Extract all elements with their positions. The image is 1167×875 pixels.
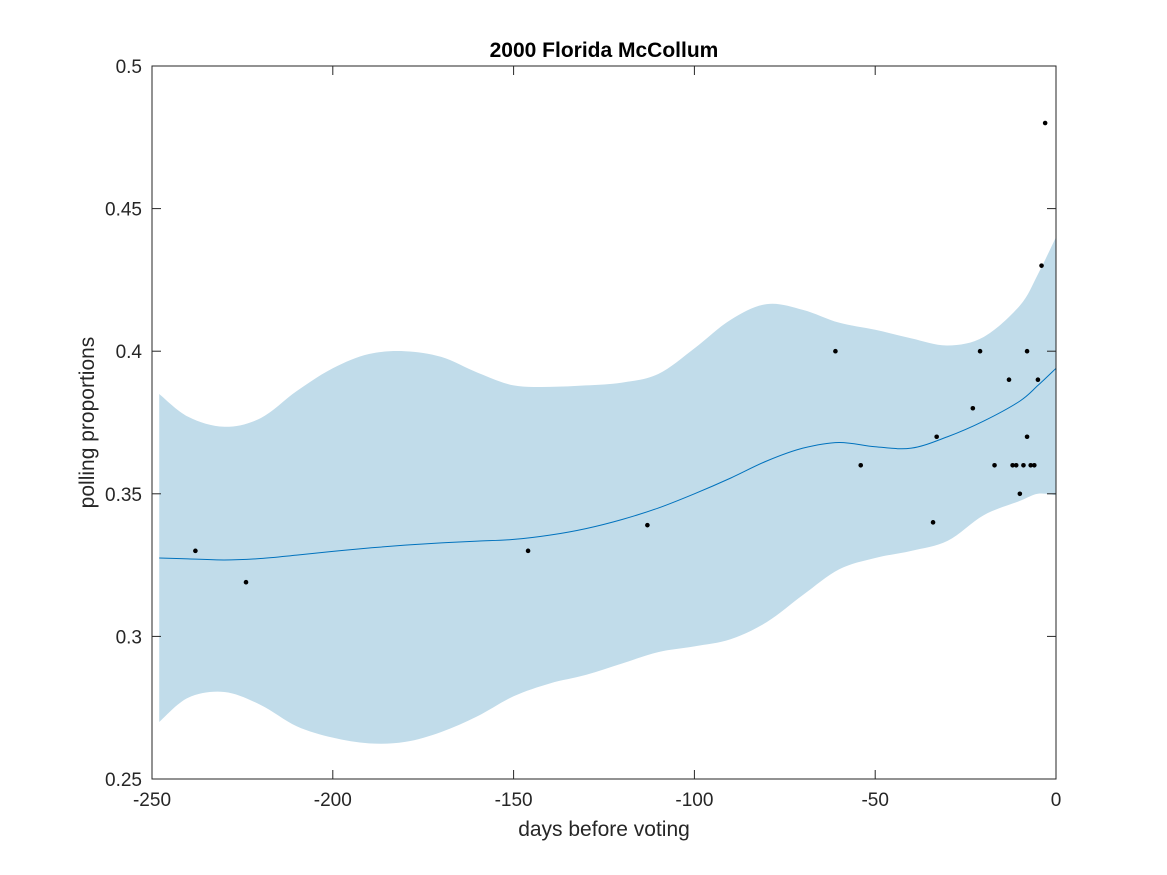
data-point	[1017, 491, 1023, 497]
y-tick-label: 0.35	[105, 485, 142, 506]
x-tick-label: 0	[1051, 790, 1062, 811]
data-points-layer	[193, 120, 1048, 585]
data-point	[1024, 434, 1030, 440]
data-point	[934, 434, 939, 440]
data-point	[1006, 377, 1012, 383]
y-tick-label: 0.25	[105, 770, 142, 791]
data-point	[1010, 462, 1015, 468]
ticks-layer: -250 -200 -150 -100 -50 0 0.25 0.3 0.35 0.4 0.45 0.…	[105, 57, 1061, 811]
confidence-band	[159, 237, 1057, 744]
data-point	[1013, 462, 1019, 468]
data-point	[930, 520, 936, 525]
data-point	[1042, 120, 1048, 126]
x-tick-label: -250	[133, 790, 171, 811]
x-tick-label: -200	[314, 790, 352, 811]
data-point	[970, 405, 976, 411]
data-point	[193, 548, 198, 554]
y-tick-label: 0.3	[116, 627, 142, 648]
y-axis-label: polling proportions	[76, 337, 99, 509]
data-point	[1035, 377, 1041, 383]
data-point	[243, 579, 249, 585]
x-tick-label: -50	[861, 790, 888, 811]
data-point	[645, 522, 650, 528]
x-tick-label: -100	[675, 790, 713, 811]
data-point	[1024, 348, 1030, 354]
axes-box	[151, 65, 1057, 780]
data-point	[858, 462, 864, 468]
data-point	[977, 348, 983, 354]
data-point	[992, 462, 997, 468]
y-tick-label: 0.4	[116, 342, 143, 363]
y-tick-label: 0.45	[105, 200, 142, 221]
x-tick-label: -150	[495, 790, 533, 811]
confidence-band-layer	[159, 237, 1057, 744]
x-axis-label: days before voting	[518, 818, 690, 841]
data-point	[1032, 462, 1037, 468]
y-tick-label: 0.5	[116, 57, 142, 78]
data-point	[525, 548, 531, 554]
data-point	[1028, 462, 1033, 468]
trend-line	[159, 367, 1057, 561]
chart-title: 2000 Florida McCollum	[490, 39, 719, 62]
data-point	[833, 348, 838, 354]
data-point	[1039, 263, 1044, 268]
trend-line-layer	[159, 367, 1057, 561]
data-point	[1021, 462, 1026, 468]
